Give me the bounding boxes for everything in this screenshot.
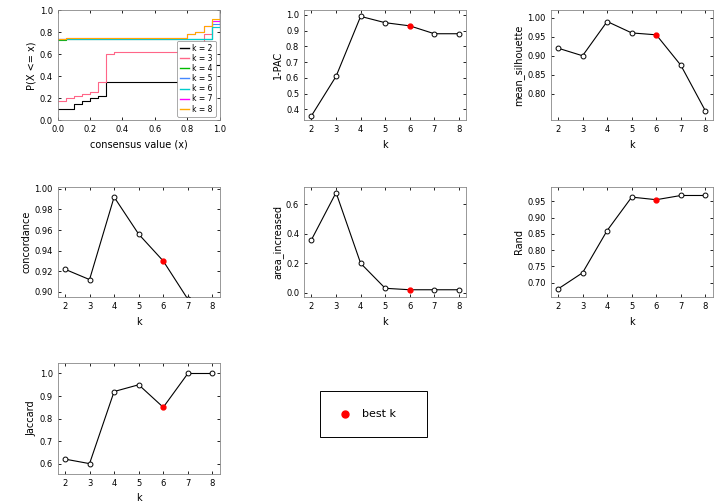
Y-axis label: mean_silhouette: mean_silhouette (513, 25, 524, 106)
Legend: k = 2, k = 3, k = 4, k = 5, k = 6, k = 7, k = 8: k = 2, k = 3, k = 4, k = 5, k = 6, k = 7… (177, 41, 216, 116)
Text: best k: best k (362, 409, 397, 419)
X-axis label: k: k (629, 317, 634, 327)
Y-axis label: concordance: concordance (22, 211, 32, 273)
Y-axis label: Jaccard: Jaccard (27, 401, 37, 436)
X-axis label: k: k (629, 140, 634, 150)
Y-axis label: 1-PAC: 1-PAC (273, 51, 283, 80)
FancyBboxPatch shape (320, 391, 428, 437)
Y-axis label: P(X <= x): P(X <= x) (27, 41, 37, 90)
Y-axis label: Rand: Rand (515, 229, 524, 255)
X-axis label: k: k (382, 317, 388, 327)
X-axis label: consensus value (x): consensus value (x) (90, 140, 188, 150)
X-axis label: k: k (382, 140, 388, 150)
X-axis label: k: k (136, 317, 142, 327)
X-axis label: k: k (136, 493, 142, 503)
Y-axis label: area_increased: area_increased (272, 205, 283, 279)
